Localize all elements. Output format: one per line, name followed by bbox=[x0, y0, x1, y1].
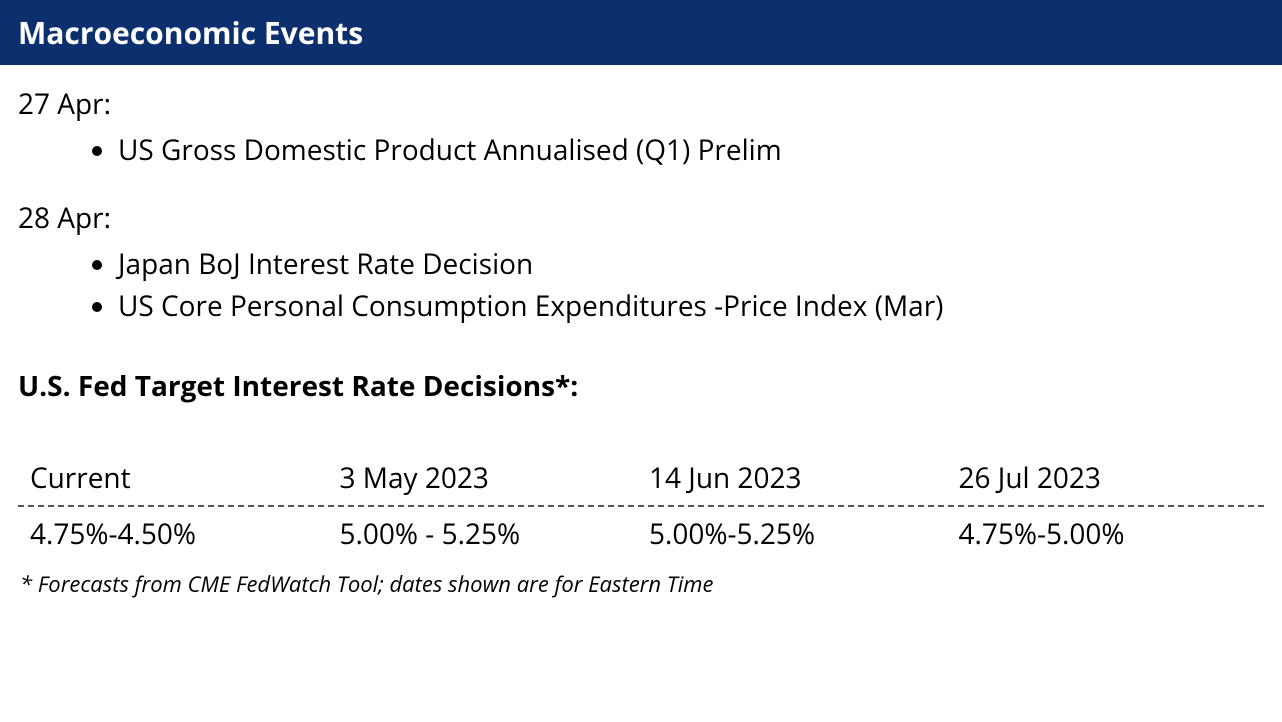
rate-subheading: U.S. Fed Target Interest Rate Decisions*… bbox=[18, 367, 1264, 405]
rate-data-row: 4.75%-4.50% 5.00% - 5.25% 5.00%-5.25% 4.… bbox=[18, 509, 1264, 559]
rate-cell: 4.75%-4.50% bbox=[22, 515, 332, 553]
date-label: 28 Apr: bbox=[18, 199, 1264, 237]
footnote: * Forecasts from CME FedWatch Tool; date… bbox=[18, 569, 1264, 599]
rate-header-cell: 3 May 2023 bbox=[332, 459, 642, 497]
header-bar: Macroeconomic Events bbox=[0, 0, 1282, 65]
content-area: 27 Apr: US Gross Domestic Product Annual… bbox=[0, 65, 1282, 599]
table-separator bbox=[18, 505, 1264, 507]
rate-cell: 4.75%-5.00% bbox=[951, 515, 1261, 553]
date-label: 27 Apr: bbox=[18, 85, 1264, 123]
date-block-1: 28 Apr: Japan BoJ Interest Rate Decision… bbox=[18, 199, 1264, 327]
rate-cell: 5.00%-5.25% bbox=[641, 515, 951, 553]
rate-header-cell: 14 Jun 2023 bbox=[641, 459, 951, 497]
date-block-0: 27 Apr: US Gross Domestic Product Annual… bbox=[18, 85, 1264, 171]
event-item: Japan BoJ Interest Rate Decision bbox=[118, 243, 1264, 285]
event-item: US Core Personal Consumption Expenditure… bbox=[118, 285, 1264, 327]
rate-table: Current 3 May 2023 14 Jun 2023 26 Jul 20… bbox=[18, 453, 1264, 559]
rate-header-cell: 26 Jul 2023 bbox=[951, 459, 1261, 497]
rate-cell: 5.00% - 5.25% bbox=[332, 515, 642, 553]
event-item: US Gross Domestic Product Annualised (Q1… bbox=[118, 129, 1264, 171]
event-list: US Gross Domestic Product Annualised (Q1… bbox=[18, 129, 1264, 171]
rate-header-cell: Current bbox=[22, 459, 332, 497]
header-title: Macroeconomic Events bbox=[18, 12, 363, 53]
rate-header-row: Current 3 May 2023 14 Jun 2023 26 Jul 20… bbox=[18, 453, 1264, 503]
event-list: Japan BoJ Interest Rate Decision US Core… bbox=[18, 243, 1264, 327]
